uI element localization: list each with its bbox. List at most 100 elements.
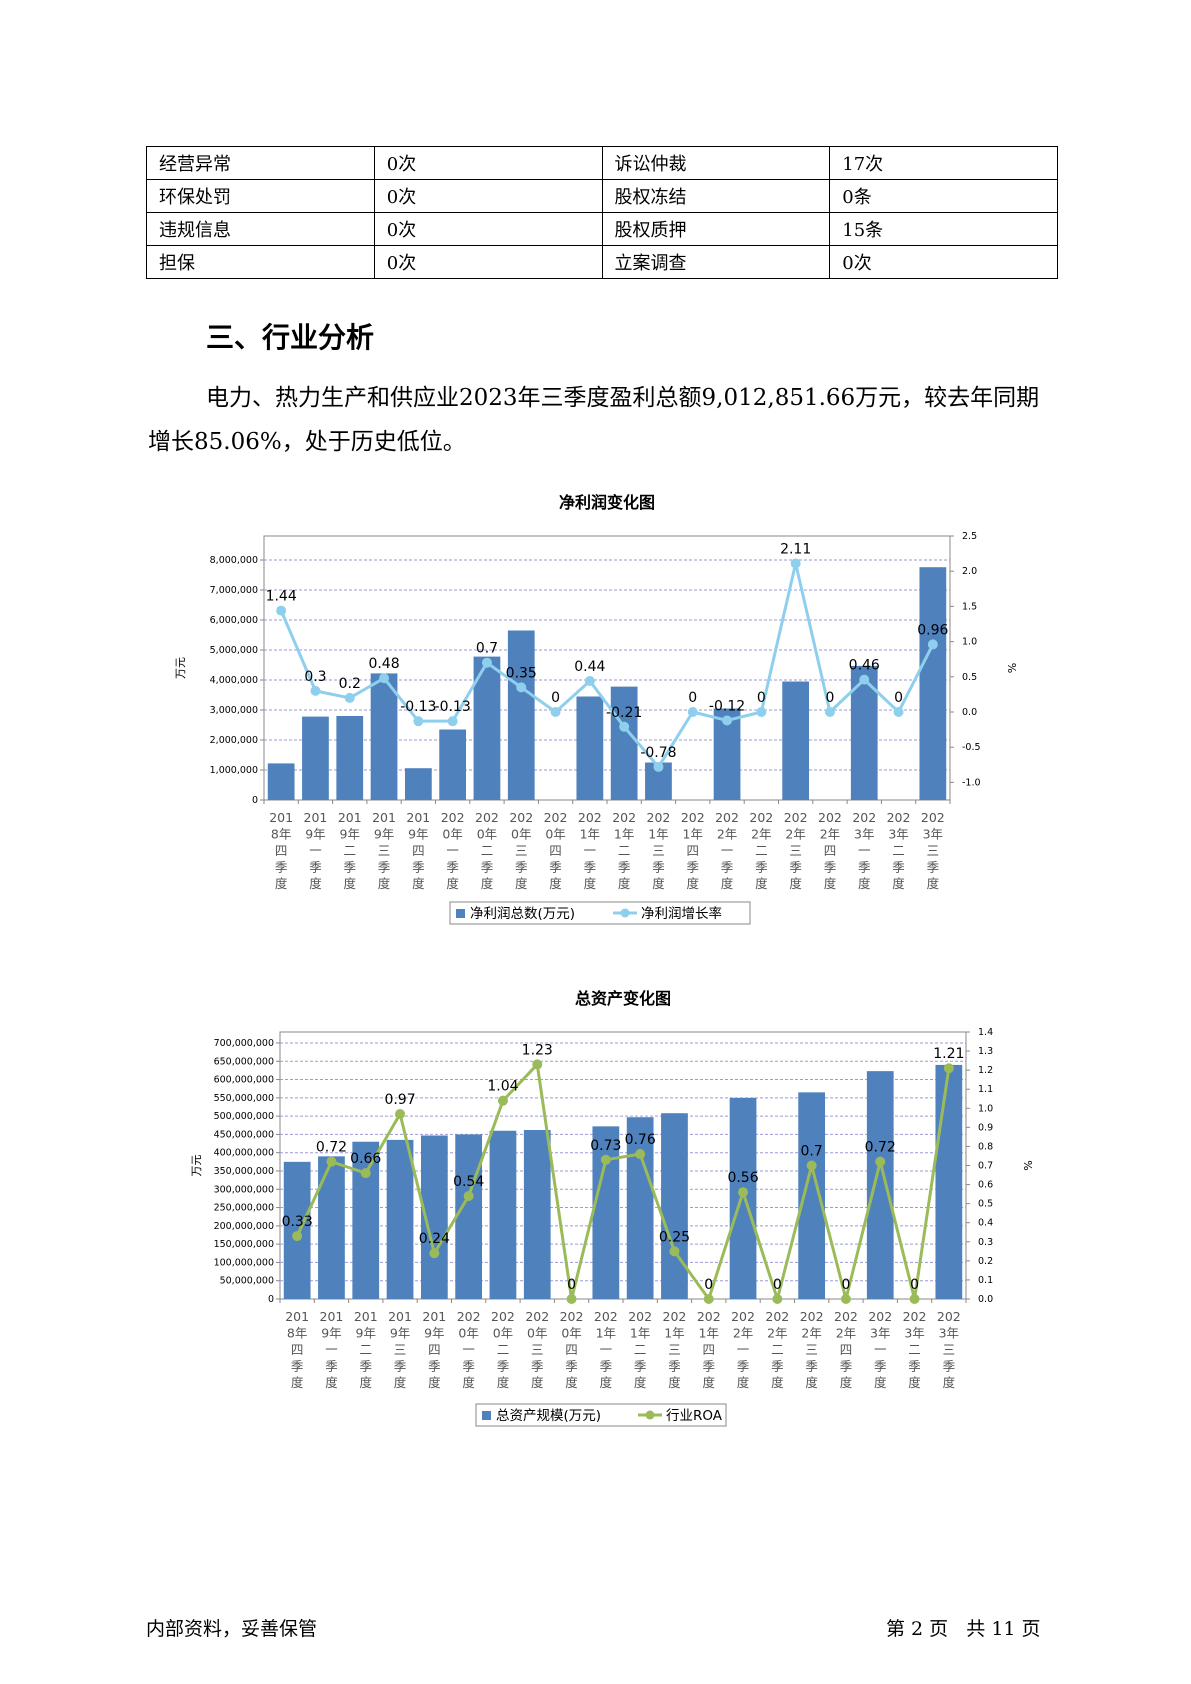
- x-tick-label: 201 9年四季度: [422, 1309, 446, 1390]
- line-point: [722, 715, 733, 726]
- y-tick-label: 250,000,000: [214, 1203, 274, 1214]
- line-point: [566, 1294, 577, 1304]
- legend-marker: [620, 908, 630, 918]
- data-label: 0: [551, 690, 560, 706]
- y-tick-label: 8,000,000: [210, 555, 258, 566]
- data-label: 0: [567, 1277, 576, 1293]
- data-label: 0.35: [506, 665, 537, 681]
- y-tick-label: 500,000,000: [214, 1111, 274, 1122]
- y2-tick-label: 0.2: [978, 1256, 993, 1267]
- y2-tick-label: 1.4: [978, 1027, 993, 1038]
- x-tick-label: 201 9年一季度: [320, 1309, 344, 1390]
- data-label: 0.76: [625, 1132, 656, 1148]
- y-tick-label: 600,000,000: [214, 1075, 274, 1086]
- row-value: 17次: [829, 146, 1058, 180]
- bar: [455, 1134, 483, 1299]
- row-label: 环保处罚: [146, 179, 375, 213]
- x-tick-label: 202 2年二季度: [749, 810, 773, 891]
- data-label: 1.04: [487, 1079, 518, 1095]
- y-tick-label: 2,000,000: [210, 735, 258, 746]
- x-tick-label: 202 3年三季度: [921, 810, 945, 891]
- bar: [866, 1071, 894, 1299]
- row-label: 股权冻结: [601, 179, 831, 213]
- line-point: [738, 1187, 749, 1198]
- data-label: 0.7: [476, 641, 498, 657]
- chart-title: 总资产变化图: [575, 989, 671, 1008]
- line-point: [893, 707, 904, 717]
- row-label: 担保: [146, 245, 375, 279]
- data-label: 0: [688, 690, 697, 706]
- line-point: [379, 673, 390, 684]
- line-point: [824, 707, 835, 717]
- x-tick-label: 202 0年四季度: [544, 810, 568, 891]
- analysis-paragraph: 电力、热力生产和供应业2023年三季度盈利总额9,012,851.66万元，较去…: [148, 385, 1040, 455]
- data-label: 0.7: [801, 1144, 823, 1160]
- data-label: 0.33: [282, 1214, 313, 1230]
- line-point: [790, 558, 801, 569]
- table-row: 环保处罚 0次 股权冻结 0条: [146, 179, 1058, 213]
- table-row: 经营异常 0次 诉讼仲裁 17次: [146, 146, 1058, 180]
- y2-tick-label: 0.9: [978, 1122, 993, 1133]
- x-tick-label: 201 9年三季度: [388, 1309, 412, 1390]
- line-point: [703, 1294, 714, 1304]
- line-point: [669, 1246, 680, 1257]
- row-value: 15条: [829, 212, 1058, 246]
- data-label: 0.96: [917, 622, 948, 638]
- y2-tick-label: 1.2: [978, 1065, 993, 1076]
- line-point: [806, 1160, 817, 1171]
- line-point: [600, 1154, 611, 1165]
- data-label: 0.24: [419, 1231, 450, 1247]
- bar: [523, 1130, 551, 1299]
- chart-title: 净利润变化图: [559, 493, 655, 512]
- legend-swatch: [456, 909, 465, 918]
- y2-tick-label: 0.0: [962, 707, 977, 718]
- row-label: 诉讼仲裁: [601, 146, 831, 180]
- y-tick-label: 0: [268, 1294, 274, 1305]
- line-point: [859, 674, 870, 685]
- x-tick-label: 202 0年一季度: [457, 1309, 481, 1390]
- bar: [267, 763, 295, 800]
- data-label: -0.78: [640, 745, 676, 761]
- line-point: [653, 761, 664, 772]
- x-tick-label: 201 9年四季度: [406, 810, 430, 891]
- row-label: 违规信息: [146, 212, 375, 246]
- y2-tick-label: 1.0: [978, 1103, 993, 1114]
- bar: [850, 665, 878, 800]
- legend-label: 总资产规模(万元): [496, 1408, 601, 1424]
- data-label: 0.97: [384, 1092, 415, 1108]
- line-point: [276, 605, 287, 616]
- line-point: [909, 1294, 920, 1304]
- data-label: -0.12: [709, 698, 745, 714]
- data-label: 0.2: [339, 676, 361, 692]
- bar: [626, 1117, 654, 1299]
- row-value: 0次: [373, 245, 603, 279]
- y2-tick-label: 0.6: [978, 1180, 993, 1191]
- data-label: -0.13: [435, 699, 471, 715]
- row-label: 经营异常: [146, 146, 375, 180]
- x-tick-label: 202 3年三季度: [937, 1309, 961, 1390]
- x-tick-label: 202 3年一季度: [868, 1309, 892, 1390]
- y-tick-label: 7,000,000: [210, 585, 258, 596]
- x-tick-label: 202 0年三季度: [509, 810, 533, 891]
- y-axis-title: 万元: [174, 657, 187, 679]
- y2-tick-label: 0.3: [978, 1237, 993, 1248]
- y2-tick-label: 1.5: [962, 601, 977, 612]
- y2-tick-label: 0.0: [978, 1294, 993, 1305]
- x-tick-label: 202 2年三季度: [784, 810, 808, 891]
- row-value: 0条: [829, 179, 1058, 213]
- bar: [404, 768, 432, 800]
- plot-area: [279, 1031, 967, 1300]
- bar: [576, 696, 604, 800]
- data-label: 0.72: [316, 1140, 347, 1156]
- data-label: 0: [704, 1277, 713, 1293]
- line-point: [326, 1156, 337, 1167]
- x-tick-label: 202 3年一季度: [852, 810, 876, 891]
- x-tick-label: 202 1年一季度: [578, 810, 602, 891]
- x-tick-label: 201 8年四季度: [269, 810, 293, 891]
- footer-note: 内部资料，妥善保管: [146, 1618, 318, 1640]
- data-label: 1.44: [266, 589, 297, 605]
- x-tick-label: 202 2年四季度: [834, 1309, 858, 1390]
- line-point: [772, 1294, 783, 1304]
- x-tick-label: 202 2年一季度: [715, 810, 739, 891]
- line-point: [344, 692, 355, 703]
